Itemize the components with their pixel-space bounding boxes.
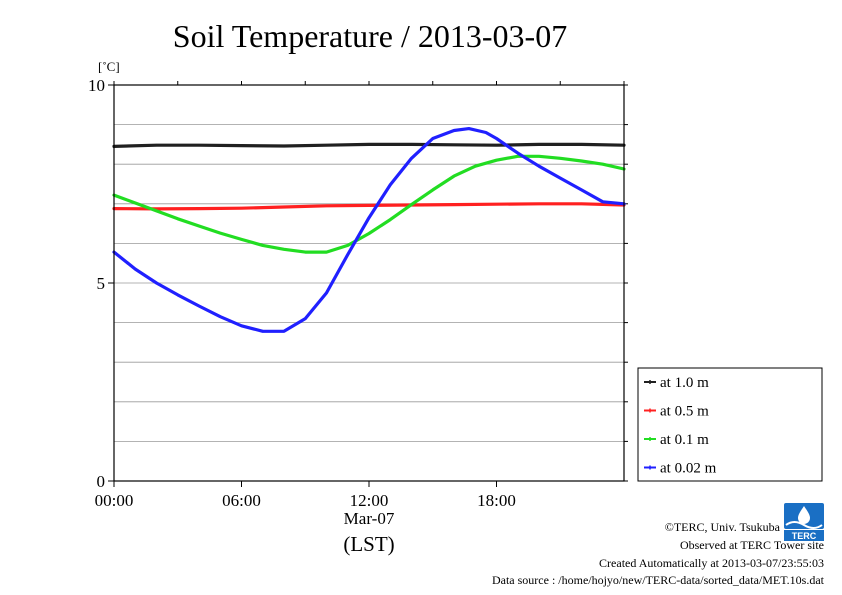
legend-label: at 0.5 m	[660, 404, 709, 420]
x-axis-label: (LST)	[343, 532, 394, 556]
series-point	[495, 144, 498, 147]
series-point	[495, 203, 498, 206]
x-tick-label: 12:00	[350, 491, 389, 510]
series-point	[580, 189, 583, 191]
series-point	[198, 225, 200, 227]
series-point	[453, 203, 455, 206]
x-tick-label: 06:00	[222, 491, 261, 510]
series-point	[495, 159, 498, 162]
plot-frame	[113, 84, 625, 482]
series-point	[516, 155, 519, 158]
series-point	[538, 155, 540, 158]
series-line-3	[112, 127, 626, 333]
created-timestamp-text: Created Automatically at 2013-03-07/23:5…	[599, 556, 824, 570]
series-point	[389, 218, 392, 221]
series-point	[155, 144, 158, 147]
series-point	[198, 144, 200, 147]
series-point	[283, 206, 285, 208]
series-point	[559, 157, 562, 160]
series-point	[580, 160, 583, 162]
series-point	[176, 293, 179, 296]
legend-label: at 1.0 m	[660, 375, 709, 391]
series-point	[283, 248, 285, 251]
y-tick-label: 5	[97, 274, 106, 293]
series-point	[410, 157, 413, 160]
series-point	[389, 183, 392, 186]
series-point	[453, 129, 455, 132]
series-point	[538, 143, 540, 146]
series-point	[431, 137, 434, 140]
series-point	[261, 244, 264, 247]
observation-site-text: Observed at TERC Tower site	[679, 538, 824, 552]
y-axis-ticks: 0 5 10	[88, 76, 628, 491]
chart-title: Soil Temperature / 2013-03-07	[173, 18, 567, 54]
legend-label: at 0.02 m	[660, 461, 717, 477]
series-point	[176, 217, 179, 220]
series-point	[516, 152, 519, 155]
series-point	[368, 232, 370, 235]
copyright-text: ©TERC, Univ. Tsukuba	[664, 520, 780, 534]
series-point	[559, 177, 562, 179]
series-point	[601, 200, 604, 203]
y-tick-label: 0	[97, 472, 106, 491]
series-point	[346, 244, 349, 247]
series-point	[198, 207, 200, 210]
logo-text: TERC	[792, 531, 817, 541]
y-unit-label: [˚C]	[98, 59, 120, 74]
data-source-text: Data source : /home/hojyo/new/TERC-data/…	[491, 573, 824, 587]
series-point	[198, 305, 200, 307]
terc-logo-icon: TERC	[784, 503, 824, 541]
series-point	[346, 253, 349, 256]
series-point	[368, 143, 370, 146]
y-tick-label: 10	[88, 76, 105, 95]
x-tick-label: 00:00	[95, 491, 134, 510]
series-point	[155, 210, 158, 212]
series-point	[538, 165, 540, 168]
legend-box	[637, 367, 823, 482]
series-point	[368, 204, 370, 207]
series-point	[325, 204, 328, 207]
series-point	[495, 137, 498, 140]
series-point	[474, 165, 477, 168]
series-point	[283, 330, 285, 333]
series-point	[325, 144, 328, 147]
series-point	[601, 163, 604, 166]
series-point	[219, 315, 222, 318]
grid-lines	[114, 124, 624, 442]
x-tick-label: 18:00	[477, 491, 516, 510]
series-point	[155, 282, 158, 284]
series-point	[538, 202, 540, 205]
series-point	[240, 324, 243, 327]
series-point	[219, 232, 222, 235]
series-point	[325, 292, 328, 294]
series-point	[368, 216, 370, 219]
series-point	[431, 189, 434, 191]
series-lines	[112, 127, 626, 333]
series-point	[240, 238, 243, 241]
series-point	[240, 144, 243, 147]
legend-label: at 0.1 m	[660, 432, 709, 448]
series-point	[580, 202, 583, 205]
series-point	[261, 330, 264, 333]
series-point	[410, 203, 413, 206]
series-point	[453, 175, 455, 177]
legend: at 1.0 m at 0.5 m at 0.1 m at 0.02 m	[637, 367, 823, 482]
series-point	[134, 202, 137, 204]
series-point	[283, 145, 285, 147]
series-point	[453, 143, 455, 146]
series-point	[134, 268, 137, 271]
series-point	[580, 143, 583, 146]
x-date-label: Mar-07	[344, 509, 395, 528]
series-point	[304, 251, 307, 254]
series-point	[410, 143, 413, 146]
series-point	[325, 251, 328, 254]
series-point	[240, 207, 243, 210]
x-axis-ticks: 00:00 06:00 12:00 18:00	[95, 81, 625, 510]
series-point	[467, 127, 470, 130]
series-point	[484, 131, 487, 134]
series-point	[304, 317, 307, 320]
